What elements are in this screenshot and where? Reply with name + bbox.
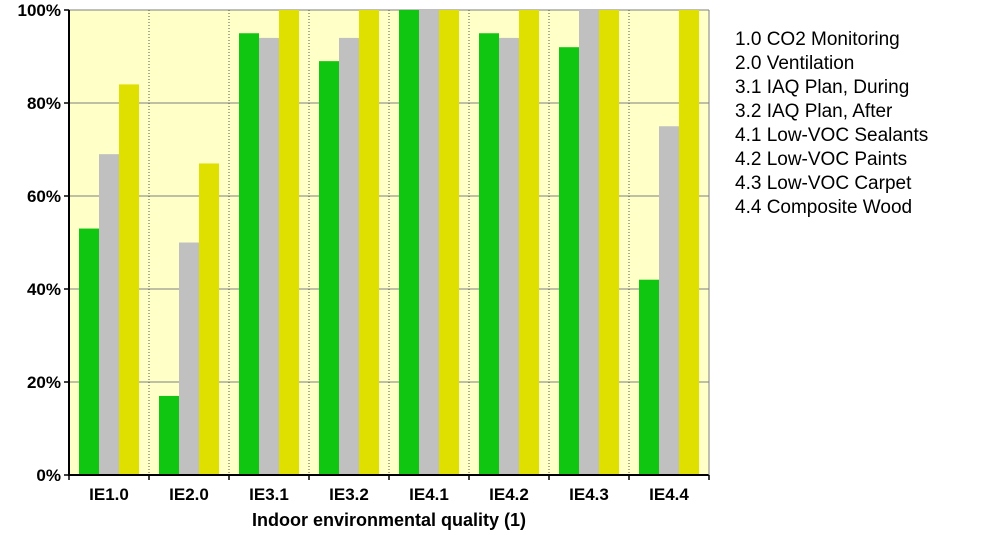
category-note: 3.1 IAQ Plan, During (735, 77, 910, 98)
bar-ie4-3-series-1 (559, 47, 579, 475)
bar-ie2-0-series-3 (199, 163, 219, 475)
bar-ie4-4-series-3 (679, 10, 699, 475)
category-note: 4.3 Low-VOC Carpet (735, 173, 912, 194)
bar-ie1-0-series-3 (119, 84, 139, 476)
y-tick-label: 0% (36, 466, 61, 485)
category-note: 4.1 Low-VOC Sealants (735, 125, 929, 146)
bar-ie4-1-series-3 (439, 10, 459, 475)
category-note: 4.2 Low-VOC Paints (735, 149, 908, 170)
category-note: 4.4 Composite Wood (735, 197, 913, 218)
bar-ie4-3-series-2 (579, 10, 599, 475)
bar-ie4-1-series-2 (419, 10, 439, 475)
y-tick-labels: 0% 20% 40% 60% 80% 100% (18, 1, 61, 485)
bar-ie3-2-series-2 (339, 37, 359, 476)
bar-ie2-0-series-1 (159, 395, 179, 475)
bar-ie4-2-series-3 (519, 10, 539, 475)
bar-ie4-1-series-1 (399, 10, 419, 475)
bar-ie1-0-series-1 (79, 228, 99, 475)
plot-frame (64, 9, 710, 480)
x-tick-label: IE1.0 (89, 485, 129, 504)
category-notes: 1.0 CO2 Monitoring 2.0 Ventilation 3.1 IAQ… (735, 28, 928, 220)
x-tick-label: IE3.1 (249, 485, 289, 504)
x-tick-label: IE4.2 (489, 485, 529, 504)
bar-ie3-2-series-1 (319, 61, 339, 476)
bar-ie2-0-series-2 (179, 242, 199, 475)
bar-ie4-2-series-2 (499, 37, 519, 476)
category-note: 1.0 CO2 Monitoring (735, 29, 900, 50)
category-note: 3.2 IAQ Plan, After (735, 101, 893, 122)
bar-ie4-4-series-2 (659, 126, 679, 475)
grid-lines (69, 9, 709, 476)
bar-ie4-2-series-1 (479, 33, 499, 475)
y-tick-label: 80% (27, 94, 61, 113)
x-axis-title: Indoor environmental quality (1) (252, 510, 526, 530)
bar-ie3-1-series-2 (259, 37, 279, 476)
y-tick-label: 60% (27, 187, 61, 206)
y-tick-label: 20% (27, 373, 61, 392)
bar-ie4-4-series-1 (639, 279, 659, 475)
x-tick-label: IE2.0 (169, 485, 209, 504)
bars (79, 10, 699, 476)
bar-ie3-1-series-3 (279, 10, 299, 475)
x-tick-label: IE4.1 (409, 485, 449, 504)
y-tick-label: 100% (18, 1, 61, 20)
bar-ie3-1-series-1 (239, 33, 259, 475)
x-tick-label: IE4.4 (649, 485, 689, 504)
bar-ie4-3-series-3 (599, 10, 619, 475)
x-tick-label: IE3.2 (329, 485, 369, 504)
x-tick-labels: IE1.0 IE2.0 IE3.1 IE3.2 IE4.1 IE4.2 IE4.3 IE4.4 (89, 485, 689, 504)
bar-ie3-2-series-3 (359, 10, 379, 475)
x-tick-label: IE4.3 (569, 485, 609, 504)
category-note: 2.0 Ventilation (735, 53, 855, 74)
bar-ie1-0-series-2 (99, 154, 119, 475)
y-tick-label: 40% (27, 280, 61, 299)
